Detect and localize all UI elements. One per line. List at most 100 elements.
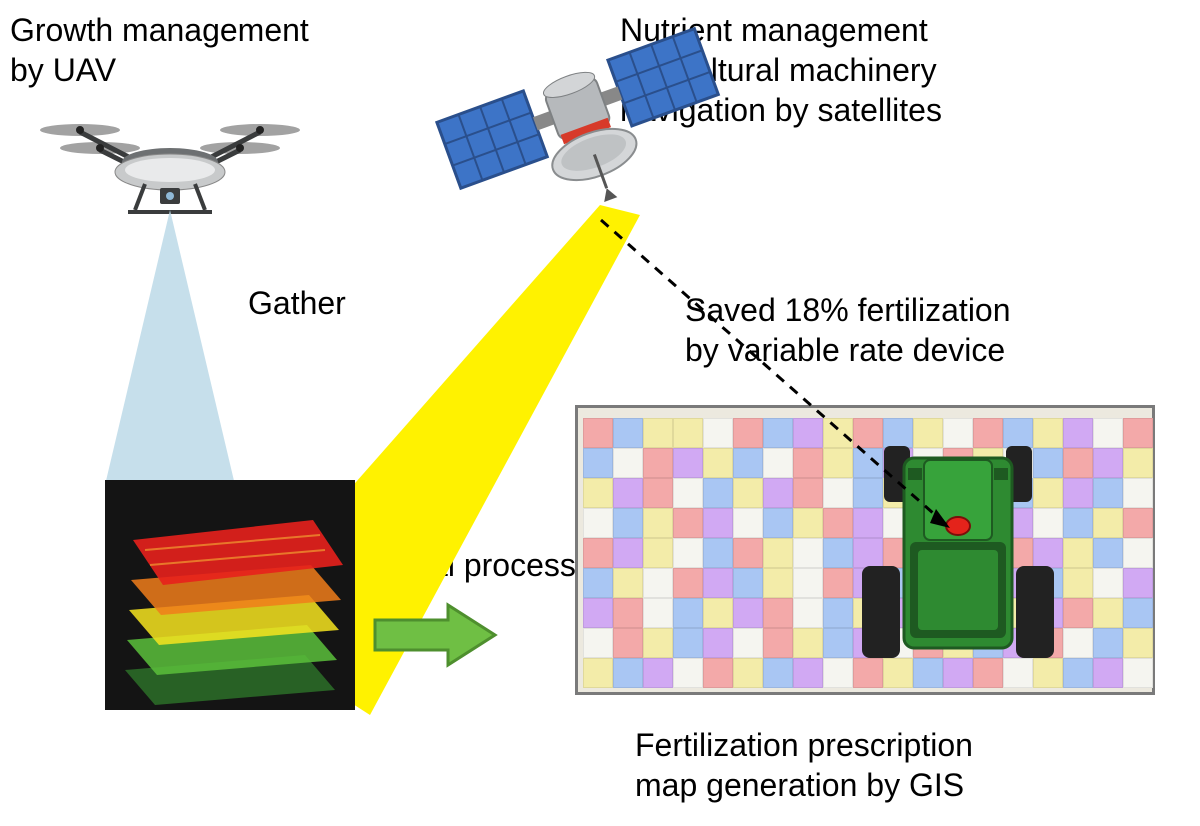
field-cell xyxy=(793,568,823,598)
field-cell xyxy=(643,658,673,688)
field-cell xyxy=(643,628,673,658)
field-cell xyxy=(1123,478,1153,508)
field-cell xyxy=(793,598,823,628)
field-cell xyxy=(673,448,703,478)
field-cell xyxy=(673,538,703,568)
field-cell xyxy=(793,418,823,448)
field-cell xyxy=(823,628,853,658)
field-cell xyxy=(703,598,733,628)
field-cell xyxy=(763,418,793,448)
heatmap-layers-icon xyxy=(105,480,355,710)
field-cell xyxy=(703,658,733,688)
field-cell xyxy=(1063,598,1093,628)
field-cell xyxy=(793,448,823,478)
field-map-panel xyxy=(575,405,1155,695)
field-cell xyxy=(733,628,763,658)
field-cell xyxy=(1093,628,1123,658)
field-cell xyxy=(1123,418,1153,448)
field-cell xyxy=(673,478,703,508)
field-cell xyxy=(1063,658,1093,688)
field-cell xyxy=(613,538,643,568)
field-cell xyxy=(1123,628,1153,658)
field-cell xyxy=(763,568,793,598)
field-cell xyxy=(583,538,613,568)
field-cell xyxy=(763,448,793,478)
field-cell xyxy=(823,508,853,538)
field-cell xyxy=(613,418,643,448)
caption-label: Fertilization prescription map generatio… xyxy=(635,725,973,805)
field-cell xyxy=(1063,478,1093,508)
field-cell xyxy=(1093,478,1123,508)
field-cell xyxy=(643,448,673,478)
field-cell xyxy=(823,448,853,478)
field-cell xyxy=(793,628,823,658)
field-cell xyxy=(1063,538,1093,568)
field-cell xyxy=(613,448,643,478)
field-cell xyxy=(703,478,733,508)
field-cell xyxy=(643,418,673,448)
field-cell xyxy=(823,418,853,448)
field-cell xyxy=(1063,418,1093,448)
field-cell xyxy=(613,598,643,628)
uav-title-label: Growth management by UAV xyxy=(10,10,309,90)
field-cell xyxy=(1093,658,1123,688)
field-cell xyxy=(613,628,643,658)
field-cell xyxy=(733,448,763,478)
field-cell xyxy=(643,478,673,508)
field-cell xyxy=(1063,568,1093,598)
field-cell xyxy=(733,508,763,538)
field-cell xyxy=(1093,508,1123,538)
field-cell xyxy=(703,628,733,658)
field-cell xyxy=(1063,508,1093,538)
field-cell xyxy=(583,508,613,538)
field-cell xyxy=(703,448,733,478)
field-cell xyxy=(583,568,613,598)
field-cell xyxy=(583,598,613,628)
field-cell xyxy=(733,538,763,568)
field-cell xyxy=(673,568,703,598)
field-cell xyxy=(1063,448,1093,478)
field-cell xyxy=(823,598,853,628)
field-cell xyxy=(643,538,673,568)
field-cell xyxy=(673,508,703,538)
field-cell xyxy=(583,418,613,448)
field-cell xyxy=(703,508,733,538)
field-cell xyxy=(823,538,853,568)
field-cell xyxy=(673,418,703,448)
field-cell xyxy=(793,538,823,568)
field-cell xyxy=(763,628,793,658)
field-cell xyxy=(733,568,763,598)
field-cell xyxy=(583,628,613,658)
field-cell xyxy=(583,658,613,688)
field-cell xyxy=(793,658,823,688)
field-cell xyxy=(793,478,823,508)
field-cell xyxy=(763,538,793,568)
field-cell xyxy=(823,568,853,598)
field-cell xyxy=(1093,568,1123,598)
field-cell xyxy=(583,448,613,478)
uav-beam-icon xyxy=(95,210,245,485)
field-cell xyxy=(703,418,733,448)
field-cell xyxy=(1123,598,1153,628)
field-cell xyxy=(763,478,793,508)
field-cell xyxy=(703,568,733,598)
satellite-icon xyxy=(435,25,725,235)
field-cell xyxy=(613,478,643,508)
field-cell xyxy=(793,508,823,538)
field-cell xyxy=(673,598,703,628)
field-cell xyxy=(823,478,853,508)
field-cell xyxy=(1063,628,1093,658)
field-cell xyxy=(733,598,763,628)
field-cell xyxy=(1093,418,1123,448)
process-arrow-icon xyxy=(370,600,500,670)
field-cell xyxy=(733,658,763,688)
field-cell xyxy=(643,568,673,598)
field-cell xyxy=(673,628,703,658)
field-cell xyxy=(613,568,643,598)
field-cell xyxy=(613,508,643,538)
field-cell xyxy=(763,598,793,628)
field-cell xyxy=(1123,568,1153,598)
field-cell xyxy=(1123,658,1153,688)
field-cell xyxy=(763,658,793,688)
field-cell xyxy=(1123,508,1153,538)
